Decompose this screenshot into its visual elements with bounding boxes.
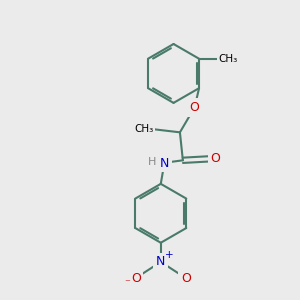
Text: ⁻: ⁻ [124, 278, 130, 288]
Text: +: + [165, 250, 173, 260]
Text: O: O [210, 152, 220, 165]
Text: H: H [148, 157, 157, 167]
Text: O: O [131, 272, 141, 285]
Text: N: N [160, 157, 169, 170]
Text: CH₃: CH₃ [134, 124, 153, 134]
Text: O: O [190, 101, 200, 114]
Text: N: N [156, 255, 166, 268]
Text: CH₃: CH₃ [218, 54, 237, 64]
Text: O: O [181, 272, 191, 285]
